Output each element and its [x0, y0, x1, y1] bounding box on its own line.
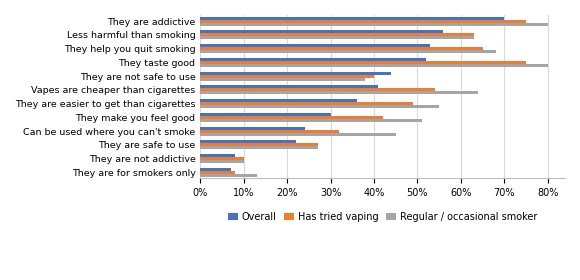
Bar	[200, 88, 435, 91]
Bar	[200, 50, 495, 53]
Bar	[200, 64, 548, 67]
Bar	[200, 36, 474, 39]
Bar	[200, 105, 439, 108]
Legend: Overall, Has tried vaping, Regular / occasional smoker: Overall, Has tried vaping, Regular / occ…	[224, 208, 541, 226]
Bar	[200, 44, 430, 47]
Bar	[200, 154, 235, 157]
Bar	[200, 91, 478, 94]
Bar	[200, 127, 304, 130]
Bar	[200, 119, 422, 122]
Bar	[200, 85, 378, 88]
Bar	[200, 140, 296, 143]
Bar	[200, 160, 244, 163]
Bar	[200, 168, 231, 171]
Bar	[200, 47, 483, 50]
Bar	[200, 174, 257, 177]
Bar	[200, 61, 526, 64]
Bar	[200, 171, 235, 174]
Bar	[200, 30, 444, 33]
Bar	[200, 146, 318, 150]
Bar	[200, 133, 396, 136]
Bar	[200, 23, 548, 25]
Bar	[200, 113, 331, 116]
Bar	[200, 157, 244, 160]
Bar	[200, 116, 383, 119]
Bar	[200, 99, 357, 102]
Bar	[200, 74, 374, 78]
Bar	[200, 58, 426, 61]
Bar	[200, 143, 318, 146]
Bar	[200, 72, 392, 74]
Bar	[200, 33, 474, 36]
Bar	[200, 130, 339, 133]
Bar	[200, 102, 413, 105]
Bar	[200, 17, 504, 20]
Bar	[200, 78, 365, 81]
Bar	[200, 20, 526, 23]
